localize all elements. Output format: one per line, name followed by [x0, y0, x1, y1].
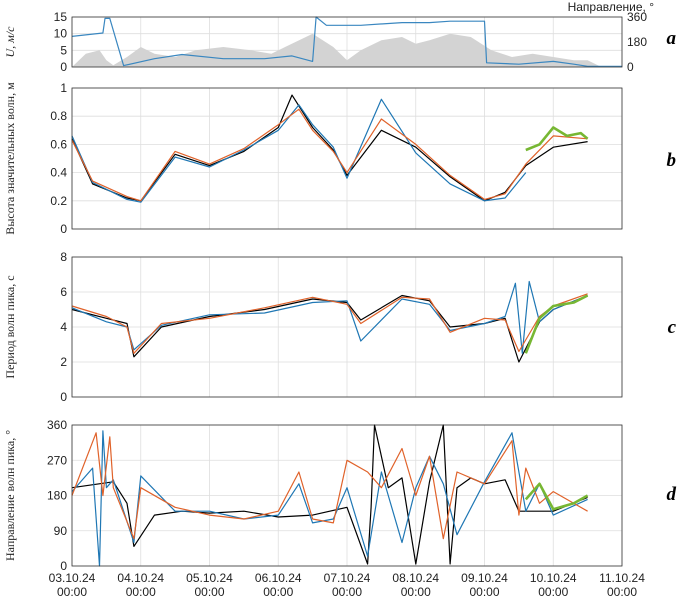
y-tick-label: 15: [54, 10, 68, 24]
series-line-direction: [71, 16, 622, 67]
y-tick-label: 180: [47, 489, 67, 503]
y-tick-label: 0: [60, 559, 67, 573]
y-tick-label: 0.6: [50, 137, 67, 151]
x-tick-date: 07.10.24: [324, 571, 371, 585]
y2-tick-label: 180: [627, 35, 647, 49]
y-tick-label: 0.2: [50, 194, 67, 208]
y-axis-label: Направление волн пика, °: [3, 430, 17, 561]
x-tick-time: 00:00: [401, 585, 431, 598]
series-line-black: [71, 424, 588, 565]
axes-frame: [71, 256, 623, 398]
series-line-green: [524, 482, 589, 511]
y-tick-label: 360: [47, 418, 67, 432]
y-tick-label: 8: [60, 250, 67, 264]
series-line-green: [525, 126, 589, 152]
x-tick-date: 03.10.24: [49, 571, 96, 585]
y-axis-label: Высота значительных волн, м: [3, 82, 17, 235]
panel-d: [71, 424, 623, 567]
y-tick-label: 0: [60, 222, 67, 236]
y-tick-label: 5: [60, 43, 67, 57]
y-tick-label: 270: [47, 453, 67, 467]
x-tick-date: 05.10.24: [186, 571, 233, 585]
y-tick-label: 0.4: [50, 166, 67, 180]
y2-tick-label: 360: [627, 10, 647, 24]
x-tick-date: 06.10.24: [255, 571, 302, 585]
y-tick-label: 4: [60, 320, 67, 334]
wind-speed-area: [72, 33, 622, 67]
series-line-blue: [71, 280, 588, 354]
y-tick-label: 0: [60, 390, 67, 404]
y-axis-label: U, м/с: [3, 26, 17, 58]
panel-label: d: [667, 484, 677, 505]
series-line-green: [524, 294, 589, 354]
y-axis-label: Период волн пика, с: [3, 275, 17, 378]
series-line-orange: [71, 293, 588, 354]
axes-frame: [71, 424, 623, 567]
panel-label: b: [667, 150, 677, 171]
panel-label: a: [667, 28, 677, 49]
y-tick-label: 10: [54, 27, 68, 41]
series-line-blue: [71, 98, 527, 203]
y-tick-label: 6: [60, 285, 67, 299]
x-tick-time: 00:00: [538, 585, 568, 598]
x-tick-date: 09.10.24: [461, 571, 508, 585]
panel-c: [71, 256, 623, 398]
x-tick-date: 08.10.24: [392, 571, 439, 585]
y-tick-label: 90: [54, 524, 68, 538]
y2-axis-label: Направление, °: [568, 0, 655, 14]
x-tick-time: 00:00: [332, 585, 362, 598]
series-line-orange: [71, 432, 588, 540]
series-line-orange: [71, 108, 588, 202]
y-tick-label: 2: [60, 355, 67, 369]
x-tick-time: 00:00: [126, 585, 156, 598]
x-tick-time: 00:00: [57, 585, 87, 598]
panel-b: [71, 87, 623, 230]
x-tick-date: 04.10.24: [117, 571, 164, 585]
y-tick-label: 0.8: [50, 109, 67, 123]
x-tick-time: 00:00: [607, 585, 637, 598]
panel-label: c: [668, 317, 677, 338]
x-tick-date: 10.10.24: [530, 571, 577, 585]
y-tick-label: 0: [60, 60, 67, 74]
x-tick-time: 00:00: [263, 585, 293, 598]
axes-frame: [71, 87, 623, 230]
x-tick-time: 00:00: [194, 585, 224, 598]
panel-a: [71, 16, 623, 68]
y-tick-label: 1: [60, 81, 67, 95]
axes-frame: [71, 16, 623, 68]
series-line-black: [71, 294, 588, 363]
x-tick-time: 00:00: [469, 585, 499, 598]
series-line-blue: [71, 430, 588, 567]
x-tick-date: 11.10.24: [599, 571, 645, 585]
y2-tick-label: 0: [627, 60, 634, 74]
